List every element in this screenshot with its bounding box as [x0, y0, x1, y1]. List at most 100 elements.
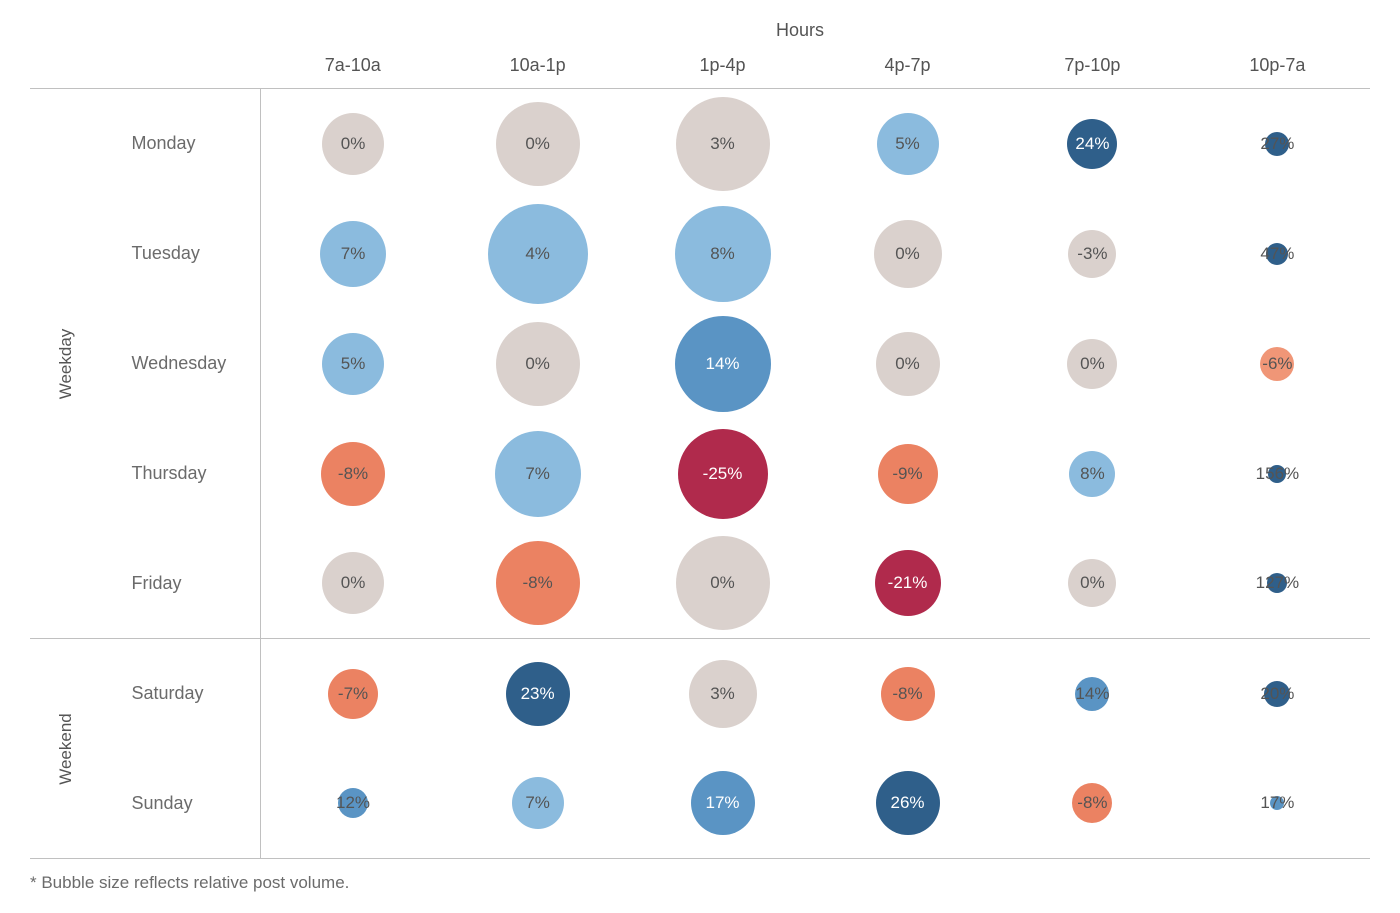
bubble-cell: 156%	[1185, 419, 1370, 529]
bubble-value: 5%	[341, 354, 366, 374]
bubble-cell: 27%	[1185, 89, 1370, 199]
bubble-cell: 127%	[1185, 529, 1370, 639]
day-label: Wednesday	[102, 309, 261, 419]
bubble-cell: -3%	[1000, 199, 1185, 309]
bubble-value: -8%	[1077, 793, 1107, 813]
bubble-cell: 0%	[260, 529, 445, 639]
bubble-cell: 0%	[1000, 529, 1185, 639]
bubble-value: 0%	[341, 573, 366, 593]
bubble-cell: 14%	[630, 309, 815, 419]
bubble-value: 7%	[525, 464, 550, 484]
bubble-value: 27%	[1260, 134, 1294, 154]
bubble-cell: 14%	[1000, 639, 1185, 749]
bubble-value: 14%	[706, 354, 740, 374]
column-header: 4p-7p	[815, 47, 1000, 89]
bubble-cell: -8%	[260, 419, 445, 529]
bubble-cell: 3%	[630, 639, 815, 749]
row-group-label: Weekend	[30, 639, 102, 859]
bubble-value: 3%	[710, 684, 735, 704]
bubble-cell: 8%	[1000, 419, 1185, 529]
bubble-value: 0%	[525, 134, 550, 154]
bubble-value: 8%	[1080, 464, 1105, 484]
row-group-label: Weekday	[30, 89, 102, 639]
bubble-cell: -9%	[815, 419, 1000, 529]
bubble-cell: 7%	[445, 419, 630, 529]
bubble-cell: 12%	[260, 749, 445, 859]
column-header: 10a-1p	[445, 47, 630, 89]
bubble-value: 12%	[336, 793, 370, 813]
chart-table: 7a-10a10a-1p1p-4p4p-7p7p-10p10p-7a Weekd…	[30, 47, 1370, 859]
bubble-value: -8%	[338, 464, 368, 484]
bubble-value: -8%	[892, 684, 922, 704]
day-label: Saturday	[102, 639, 261, 749]
bubble-cell: 8%	[630, 199, 815, 309]
bubble-value: -6%	[1262, 354, 1292, 374]
bubble-cell: -7%	[260, 639, 445, 749]
bubble-cell: 17%	[1185, 749, 1370, 859]
bubble-value: -21%	[888, 573, 928, 593]
bubble-value: 7%	[341, 244, 366, 264]
bubble-cell: 20%	[1185, 639, 1370, 749]
bubble-value: 47%	[1260, 244, 1294, 264]
bubble-value: 156%	[1256, 464, 1299, 484]
bubble-value: 14%	[1075, 684, 1109, 704]
bubble-cell: 0%	[260, 89, 445, 199]
bubble-cell: 47%	[1185, 199, 1370, 309]
day-label: Thursday	[102, 419, 261, 529]
bubble-value: 7%	[525, 793, 550, 813]
day-label: Monday	[102, 89, 261, 199]
bubble-cell: 24%	[1000, 89, 1185, 199]
bubble-matrix-chart: Hours 7a-10a10a-1p1p-4p4p-7p7p-10p10p-7a…	[30, 20, 1370, 893]
bubble-value: 0%	[525, 354, 550, 374]
bubble-cell: 0%	[1000, 309, 1185, 419]
bubble-value: 26%	[891, 793, 925, 813]
bubble-value: 127%	[1256, 573, 1299, 593]
column-header: 10p-7a	[1185, 47, 1370, 89]
bubble-value: 23%	[521, 684, 555, 704]
bubble-cell: -8%	[1000, 749, 1185, 859]
bubble-value: 3%	[710, 134, 735, 154]
day-label: Friday	[102, 529, 261, 639]
bubble-cell: 3%	[630, 89, 815, 199]
bubble-cell: 0%	[630, 529, 815, 639]
bubble-value: -7%	[338, 684, 368, 704]
bubble-cell: 17%	[630, 749, 815, 859]
chart-footnote: * Bubble size reflects relative post vol…	[30, 873, 1370, 893]
bubble-value: 0%	[710, 573, 735, 593]
bubble-value: 20%	[1260, 684, 1294, 704]
bubble-value: 4%	[525, 244, 550, 264]
bubble-value: 8%	[710, 244, 735, 264]
bubble-cell: 0%	[815, 199, 1000, 309]
bubble-cell: 0%	[445, 89, 630, 199]
bubble-cell: 7%	[260, 199, 445, 309]
bubble-value: -25%	[703, 464, 743, 484]
bubble-cell: 0%	[815, 309, 1000, 419]
bubble-value: 5%	[895, 134, 920, 154]
bubble-value: 0%	[1080, 573, 1105, 593]
bubble-cell: 5%	[815, 89, 1000, 199]
bubble-value: 0%	[1080, 354, 1105, 374]
bubble-cell: -21%	[815, 529, 1000, 639]
hours-axis-title: Hours	[230, 20, 1370, 41]
bubble-cell: 7%	[445, 749, 630, 859]
bubble-cell: -8%	[815, 639, 1000, 749]
bubble-value: 0%	[895, 244, 920, 264]
column-header: 1p-4p	[630, 47, 815, 89]
bubble-value: 0%	[341, 134, 366, 154]
day-label: Tuesday	[102, 199, 261, 309]
column-header: 7p-10p	[1000, 47, 1185, 89]
bubble-cell: 26%	[815, 749, 1000, 859]
bubble-value: 17%	[706, 793, 740, 813]
bubble-cell: 5%	[260, 309, 445, 419]
day-label: Sunday	[102, 749, 261, 859]
bubble-cell: -25%	[630, 419, 815, 529]
column-header: 7a-10a	[260, 47, 445, 89]
bubble-cell: 4%	[445, 199, 630, 309]
bubble-value: -9%	[892, 464, 922, 484]
bubble-cell: -6%	[1185, 309, 1370, 419]
bubble-value: 17%	[1260, 793, 1294, 813]
bubble-value: -3%	[1077, 244, 1107, 264]
bubble-value: 0%	[895, 354, 920, 374]
bubble-cell: -8%	[445, 529, 630, 639]
bubble-cell: 23%	[445, 639, 630, 749]
